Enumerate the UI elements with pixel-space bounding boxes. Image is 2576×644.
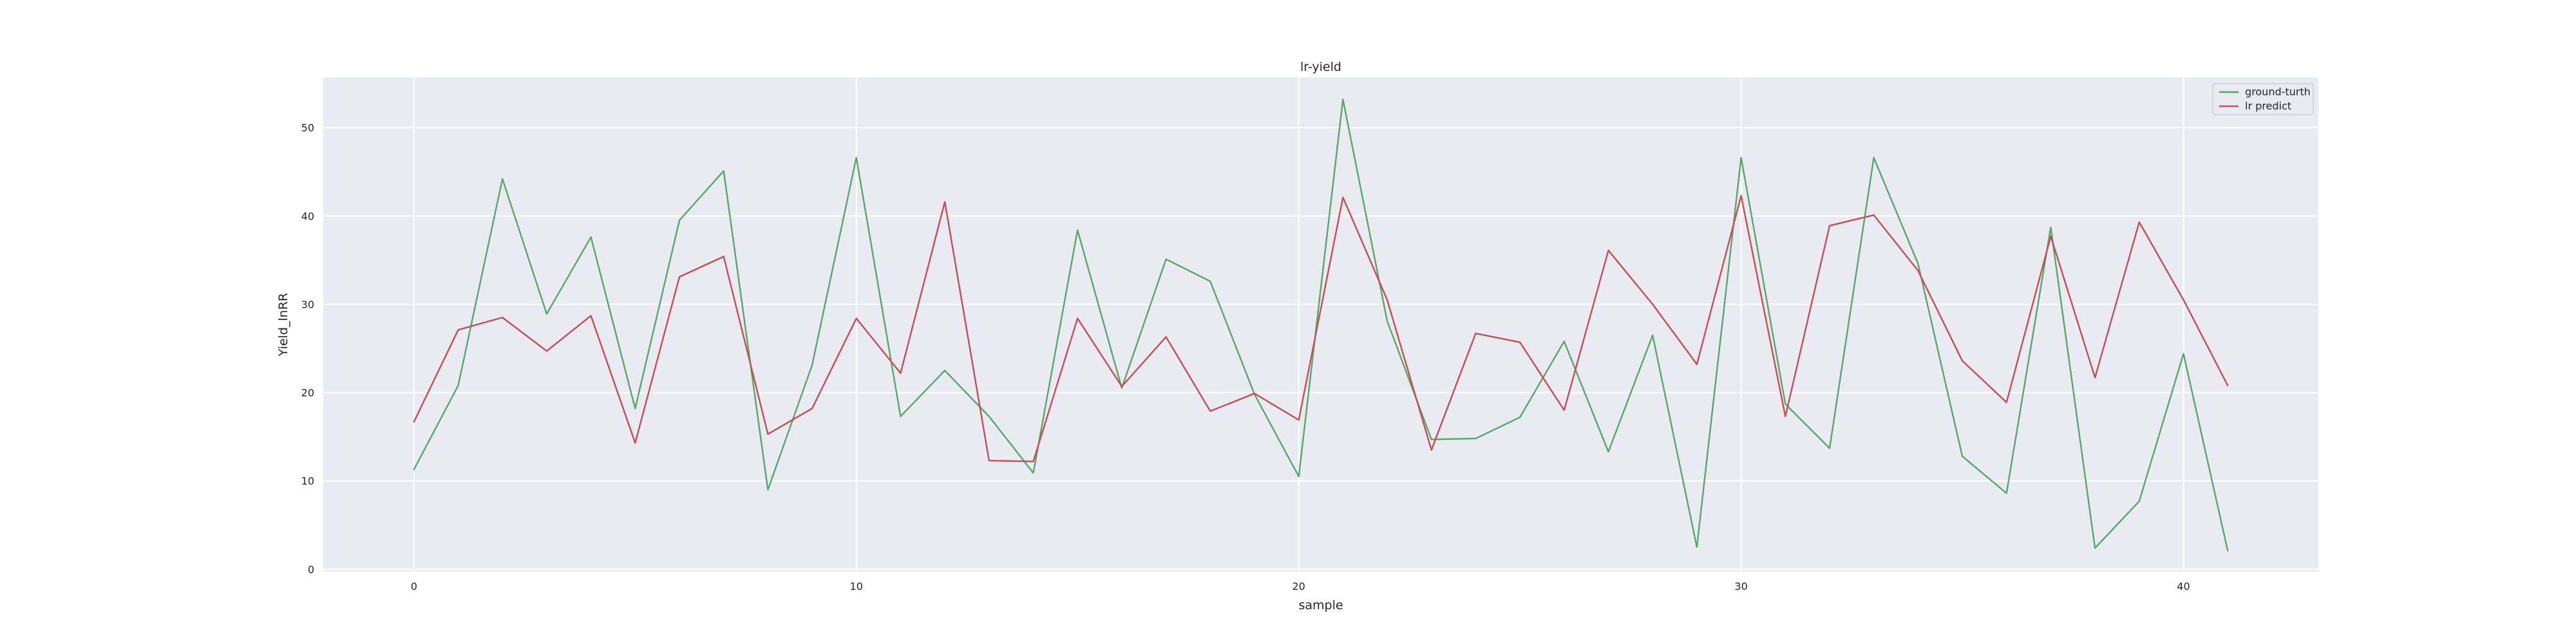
legend-label: ground-turth <box>2245 86 2311 98</box>
tick-labels: 0 10 20 30 40 0 10 20 30 40 50 <box>301 122 2190 592</box>
x-tick-label: 0 <box>411 580 417 592</box>
y-tick-label: 20 <box>301 387 314 399</box>
x-tick-label: 10 <box>850 580 863 592</box>
y-tick-label: 50 <box>301 122 314 134</box>
y-tick-label: 10 <box>301 475 314 488</box>
series-line-lr-predict <box>413 194 2229 462</box>
x-tick-label: 30 <box>1734 580 1747 592</box>
legend-label: lr predict <box>2245 100 2291 112</box>
y-axis-label: Yield_lnRR <box>276 293 290 357</box>
y-tick-label: 0 <box>308 564 314 576</box>
x-axis-label: sample <box>1298 598 1343 612</box>
chart-title: lr-yield <box>1300 60 1341 74</box>
series-line-ground-truth <box>413 99 2229 552</box>
x-tick-label: 20 <box>1292 580 1305 592</box>
y-tick-label: 40 <box>301 210 314 222</box>
plot-area <box>323 77 2318 572</box>
legend: ground-turth lr predict <box>2212 83 2314 115</box>
x-tick-label: 40 <box>2177 580 2190 592</box>
series-lines <box>413 99 2229 552</box>
grid-lines <box>323 77 2318 572</box>
y-tick-label: 30 <box>301 298 314 310</box>
